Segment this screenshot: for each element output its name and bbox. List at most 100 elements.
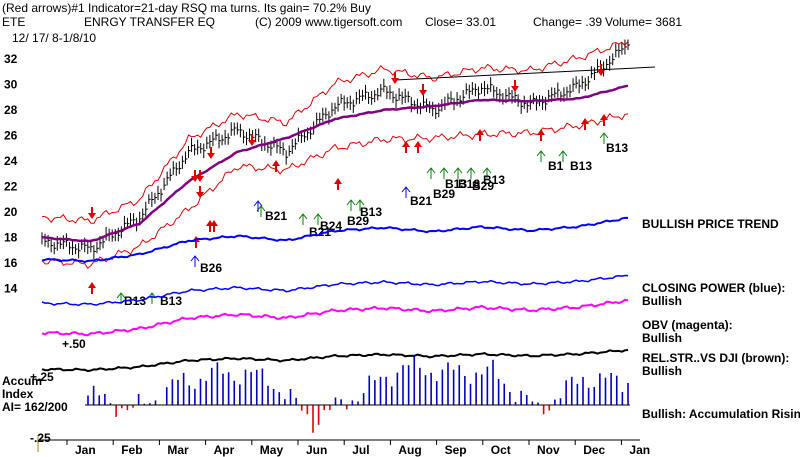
accum-summary: Bullish: Accumulation Rising	[642, 407, 800, 421]
buy-arrow-red	[334, 178, 342, 190]
buy-arrow-head	[599, 132, 609, 139]
header-change: Change= .39	[533, 15, 602, 29]
buy-arrow-head	[355, 199, 365, 206]
y-tick-label: 30	[4, 77, 18, 91]
sell-arrow	[597, 64, 605, 76]
accum-label-line2: Index	[2, 387, 34, 401]
signal-label: B1	[548, 159, 564, 173]
buy-arrow-head	[482, 167, 492, 174]
x-tick-label: Jan	[75, 443, 96, 457]
x-tick-label: Mar	[167, 443, 189, 457]
closing-power-label: CLOSING POWER (blue):	[642, 281, 785, 295]
buy-arrow-head	[313, 213, 323, 220]
header-line1: (Red arrows)#1 Indicator=21-day RSQ ma t…	[2, 1, 371, 15]
sell-arrow	[196, 170, 204, 182]
y-tick-label: 26	[4, 128, 18, 142]
upper-band-line	[41, 40, 629, 224]
sell-arrow	[191, 170, 199, 182]
signal-label: B29	[472, 179, 494, 193]
signal-label: B26	[200, 261, 222, 275]
trend-line	[394, 66, 656, 81]
x-tick-label: Aug	[398, 443, 421, 457]
header-close: Close= 33.01	[425, 15, 496, 29]
obv-line	[41, 298, 629, 337]
x-tick-label: May	[260, 443, 284, 457]
header-ticker: ETE	[2, 15, 25, 29]
price-lines	[41, 40, 656, 270]
obv-label: OBV (magenta):	[642, 318, 733, 332]
accum-histogram	[85, 355, 630, 433]
sell-arrow	[88, 207, 96, 219]
buy-arrow-head	[426, 167, 436, 174]
signal-label: B13	[606, 141, 628, 155]
header-copyright: (C) 2009 www.tigersoft.com	[255, 15, 402, 29]
buy-arrow-head	[558, 150, 568, 157]
buy-arrow-red	[88, 282, 96, 294]
accum-ai: AI= 162/200	[2, 400, 68, 414]
header-company: ENRGY TRANSFER EQ	[84, 15, 215, 29]
buy-arrow-head	[346, 199, 356, 206]
signal-label: B21	[410, 194, 432, 208]
y-tick-label: 14	[4, 281, 18, 295]
buy-arrow-head	[253, 200, 263, 207]
sell-arrow	[419, 84, 427, 96]
relstr-label: REL.STR..VS DJI (brown):	[642, 351, 789, 365]
x-tick-label: Jul	[352, 443, 369, 457]
header-date-range: 12/ 17/ 8-1/8/10	[12, 31, 96, 45]
y-tick-label: 16	[4, 256, 18, 270]
buy-arrow-head	[536, 150, 546, 157]
axes: 32 30 28 26 24 22 20 18 16 14 +.50 +.25 -.25 Jan Feb Ma…	[4, 52, 650, 457]
buy-arrow-head	[466, 167, 476, 174]
sell-arrow	[196, 186, 204, 198]
x-tick-label: Jan	[629, 443, 650, 457]
buy-arrow-red	[210, 220, 218, 232]
ma-line	[41, 84, 629, 243]
sell-arrow	[391, 72, 399, 84]
buy-arrow-red	[581, 118, 589, 130]
signal-label: B13	[360, 205, 382, 219]
relstr-line	[41, 349, 629, 373]
buy-arrow-red	[402, 141, 410, 153]
x-tick-label: Sep	[445, 443, 467, 457]
y-tick-label: 24	[4, 154, 18, 168]
x-tick-label: Oct	[491, 443, 511, 457]
buy-arrow-red	[537, 129, 545, 141]
signal-label: B21	[265, 209, 287, 223]
sell-arrow	[511, 80, 519, 92]
bullish-price-trend-label: BULLISH PRICE TREND	[642, 217, 779, 231]
buy-arrow-head	[116, 292, 126, 299]
signal-label: B18	[458, 177, 480, 191]
y-tick-label: 22	[4, 179, 18, 193]
buy-arrow-head	[439, 167, 449, 174]
signal-label: B13	[160, 294, 182, 308]
buy-arrow-head	[298, 213, 308, 220]
y-tick-label: 32	[4, 52, 18, 66]
lower-band-line	[41, 112, 629, 270]
indicator-lines	[41, 216, 629, 373]
accum-tick-label: +.25	[30, 370, 54, 384]
accum-tick-label: +.50	[62, 337, 86, 351]
signal-label: B13	[570, 159, 592, 173]
buy-arrow-red	[272, 160, 280, 172]
y-tick-label: 20	[4, 205, 18, 219]
closing-power-value: Bullish	[642, 294, 682, 308]
buy-arrow-head	[401, 186, 411, 193]
buy-arrow-head	[453, 167, 463, 174]
buy-arrow-red	[476, 129, 484, 141]
bullish-trend-line	[41, 216, 628, 264]
accum-label-line1: Accum	[2, 374, 42, 388]
x-tick-label: Feb	[121, 443, 142, 457]
x-tick-label: Apr	[214, 443, 235, 457]
y-tick-label: 18	[4, 230, 18, 244]
signal-label: B13	[445, 177, 467, 191]
y-tick-label: 28	[4, 103, 18, 117]
x-tick-label: Dec	[583, 443, 605, 457]
buy-arrow-red	[414, 141, 422, 153]
accum-tick-label: -.25	[30, 431, 51, 445]
relstr-value: Bullish	[642, 364, 682, 378]
x-tick-label: Nov	[537, 443, 560, 457]
closing-power-line	[41, 274, 629, 307]
header-volume: Volume= 3681	[605, 15, 682, 29]
